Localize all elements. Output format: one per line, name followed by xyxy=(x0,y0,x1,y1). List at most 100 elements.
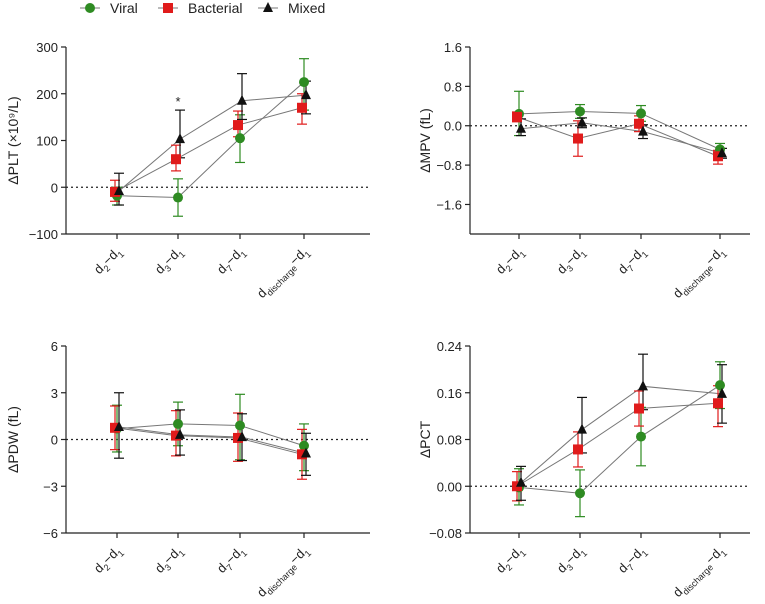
y-tick-label: 0.00 xyxy=(437,479,462,494)
y-axis-label: ΔPCT xyxy=(417,420,433,458)
legend-item-viral: Viral xyxy=(80,0,138,16)
series-line-viral xyxy=(116,81,305,199)
point-viral xyxy=(299,440,309,451)
series-bacterial xyxy=(110,405,307,480)
point-bacterial xyxy=(233,120,243,131)
x-tick-label: d7−d1 xyxy=(615,244,650,279)
point-mixed xyxy=(114,421,124,432)
point-viral xyxy=(173,192,183,203)
y-tick-label: 6 xyxy=(51,339,58,354)
point-bacterial xyxy=(573,133,583,144)
point-viral xyxy=(636,108,646,119)
y-tick-label: −0.08 xyxy=(429,526,462,541)
point-bacterial xyxy=(713,398,723,409)
series-viral xyxy=(514,361,725,518)
point-bacterial xyxy=(297,102,307,113)
series-line-mixed xyxy=(118,426,307,455)
x-tick-label: d7−d1 xyxy=(214,244,249,279)
chart-pct: −0.08 0.00 0.08 0.16 0.24 ΔPCT d2−d1 d3−d1 d7−d1… xyxy=(417,339,750,602)
series-line-mixed xyxy=(520,385,723,484)
series-bacterial xyxy=(512,385,723,502)
legend-marker xyxy=(163,3,173,13)
x-tick-label: ddischarge−d1 xyxy=(254,244,313,303)
point-viral xyxy=(235,420,245,431)
legend: Viral Bacterial Mixed xyxy=(80,0,325,16)
y-axis-label: ΔPDW (fL) xyxy=(5,406,21,473)
significance-marker: * xyxy=(175,94,180,109)
point-mixed xyxy=(175,428,185,439)
x-tick-label: d2−d1 xyxy=(493,244,528,279)
y-tick-label: 300 xyxy=(36,40,58,55)
legend-marker xyxy=(263,2,273,12)
y-tick-label: −1.6 xyxy=(436,197,462,212)
series-bacterial xyxy=(512,111,723,165)
point-mixed xyxy=(516,476,526,487)
legend-item-bacterial: Bacterial xyxy=(158,0,242,16)
legend-item-mixed: Mixed xyxy=(258,0,325,16)
point-bacterial xyxy=(297,449,307,460)
series-line-bacterial xyxy=(516,402,719,487)
y-tick-label: −6 xyxy=(43,526,58,541)
y-tick-label: 0 xyxy=(51,180,58,195)
series-line-viral xyxy=(518,384,721,494)
x-tick-label: d7−d1 xyxy=(214,543,249,578)
point-bacterial xyxy=(634,118,644,129)
x-tick-label: ddischarge−d1 xyxy=(670,543,729,602)
legend-label: Bacterial xyxy=(188,0,242,16)
point-viral xyxy=(235,133,245,144)
series-line-mixed xyxy=(520,122,723,154)
series-mixed xyxy=(516,353,727,501)
point-bacterial xyxy=(110,186,120,197)
y-tick-label: −100 xyxy=(29,227,58,242)
series-line-bacterial xyxy=(114,107,303,193)
point-viral xyxy=(299,77,309,88)
y-axis-label: ΔMPV (fL) xyxy=(417,108,433,173)
x-tick-label: d2−d1 xyxy=(493,543,528,578)
point-bacterial xyxy=(171,154,181,165)
point-bacterial xyxy=(512,111,522,122)
chart-pdw: −6 −3 0 3 6 ΔPDW (fL) d2−d1 d3−d1 d7−d1ddischarg… xyxy=(5,339,370,600)
series-bacterial xyxy=(110,93,307,202)
point-mixed xyxy=(577,423,587,434)
x-tick-label: ddischarge−d1 xyxy=(670,244,729,303)
series-viral xyxy=(112,58,309,217)
series-line-viral xyxy=(518,110,721,150)
point-bacterial xyxy=(573,444,583,455)
point-mixed xyxy=(301,89,311,100)
series-mixed xyxy=(114,392,311,476)
x-tick-label: d3−d1 xyxy=(554,244,589,279)
y-tick-label: 0.16 xyxy=(437,386,462,401)
y-tick-label: 100 xyxy=(36,134,58,149)
legend-marker xyxy=(85,3,95,13)
y-tick-label: −3 xyxy=(43,479,58,494)
x-tick-label: d7−d1 xyxy=(615,543,650,578)
y-tick-label: 0.24 xyxy=(437,339,462,354)
legend-label: Viral xyxy=(110,0,138,16)
point-mixed xyxy=(638,125,648,136)
legend-label: Mixed xyxy=(288,0,325,16)
chart-mpv: −1.6 −0.8 0.0 0.8 1.6 ΔMPV (fL) d2−d1 d3−d1 d7−d… xyxy=(417,40,750,303)
y-tick-label: 200 xyxy=(36,87,58,102)
point-mixed xyxy=(175,133,185,144)
point-bacterial xyxy=(233,432,243,443)
series-line-bacterial xyxy=(114,427,303,455)
y-axis-label: ΔPLT (×10⁹/L) xyxy=(5,96,21,184)
x-tick-label: d2−d1 xyxy=(91,543,126,578)
point-mixed xyxy=(638,380,648,391)
point-mixed xyxy=(237,431,247,442)
x-tick-label: d2−d1 xyxy=(91,244,126,279)
point-bacterial xyxy=(171,430,181,441)
point-bacterial xyxy=(634,403,644,414)
x-tick-label: d3−d1 xyxy=(152,543,187,578)
x-tick-label: d3−d1 xyxy=(554,543,589,578)
point-viral xyxy=(715,380,725,391)
y-tick-label: 0.08 xyxy=(437,433,462,448)
y-tick-label: 0.8 xyxy=(444,79,462,94)
point-bacterial xyxy=(110,422,120,433)
y-tick-label: 0.0 xyxy=(444,119,462,134)
point-mixed xyxy=(717,387,727,398)
point-mixed xyxy=(717,147,727,158)
point-mixed xyxy=(114,184,124,195)
series-viral xyxy=(112,393,309,472)
